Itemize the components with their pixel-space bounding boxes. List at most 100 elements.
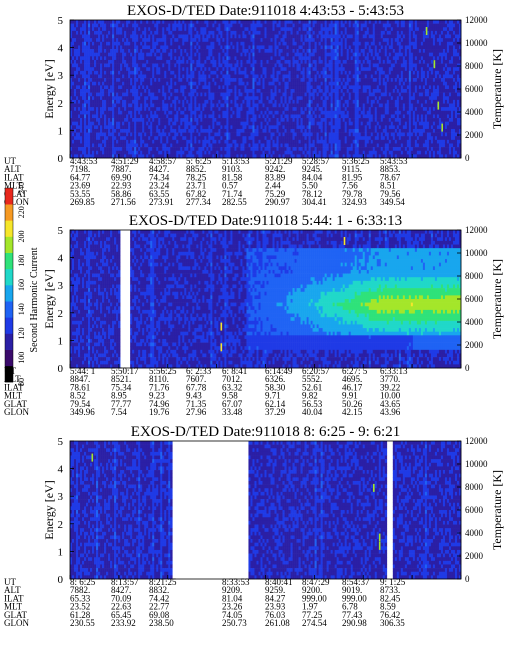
y2-tick-label: 12000 [465, 436, 488, 446]
table-cell: 76.03 [265, 610, 286, 620]
colorbar-segment [5, 317, 13, 334]
table-cell: 39.22 [380, 382, 400, 392]
table-cell: 23.93 [265, 602, 286, 612]
table-cell: 9115. [342, 164, 362, 174]
table-cell: 8.51 [380, 181, 396, 191]
table-row-label: ILAT [4, 593, 24, 603]
table-cell: 78.67 [380, 172, 401, 182]
table-cell: 56.53 [302, 399, 323, 409]
table-cell: 304.41 [302, 197, 327, 207]
table-cell: 4:43:53 [70, 156, 98, 166]
panel-title: EXOS-D/TED Date:911018 8: 6:25 - 9: 6:21 [131, 424, 400, 440]
bright-dot [220, 322, 223, 331]
table-row-label: ALT [4, 585, 21, 595]
y-tick-label: 0 [58, 363, 64, 375]
colorbar-frame [4, 187, 14, 383]
table-cell: 61.28 [70, 610, 91, 620]
y-tick-label: 4 [58, 253, 64, 265]
table-cell: 273.91 [149, 197, 174, 207]
table-cell: 5:13:53 [222, 156, 250, 166]
y-tick-label: 5 [58, 225, 64, 237]
colorbar-segment [5, 220, 13, 237]
y2-tick-label: 12000 [465, 15, 488, 25]
table-row-label: ILAT [4, 382, 24, 392]
table-cell: 8.95 [111, 391, 127, 401]
table-cell: 4695. [342, 374, 362, 384]
table-cell: 23.24 [149, 181, 170, 191]
table-cell: 8: 6:25 [70, 577, 96, 587]
table-cell: 6:14:49 [265, 366, 293, 376]
table-cell: 81.04 [222, 593, 243, 603]
orbit-table: UT 4:43:53 4:51:29 4:58:57 5: 6:25 5:13:53 5:2… [4, 156, 408, 207]
table-cell: 9245. [302, 164, 322, 174]
table-cell: 69.90 [111, 172, 132, 182]
table-cell: 43.96 [380, 407, 401, 417]
table-cell: 271.56 [111, 197, 136, 207]
y2-tick-label: 0 [465, 574, 470, 584]
colorbar-segment [5, 301, 13, 318]
y2-tick-label: 6000 [465, 294, 484, 304]
colorbar-segment [5, 204, 13, 221]
colorbar-segment [5, 365, 13, 383]
y2-tick-label: 4000 [465, 317, 484, 327]
table-cell: 67.82 [186, 189, 206, 199]
table-cell: 999.00 [302, 593, 327, 603]
table-cell: 77.43 [342, 610, 363, 620]
colorbar-tick-label: 220 [17, 206, 26, 218]
table-row-label: GLON [4, 197, 29, 207]
table-cell: 999.00 [342, 593, 367, 603]
table-cell: 84.04 [302, 172, 323, 182]
table-cell: 81.95 [342, 172, 363, 182]
table-cell: 5.50 [302, 181, 318, 191]
colorbar-label: Second Harmonic Current [29, 247, 40, 352]
table-cell: 349.54 [380, 197, 405, 207]
table-cell: 67.78 [186, 382, 207, 392]
table-row-label: MLT [4, 181, 23, 191]
table-cell: 75.34 [111, 382, 132, 392]
colorbar-segment [5, 236, 13, 253]
table-cell: 306.35 [380, 618, 405, 628]
table-cell: 8852. [186, 164, 206, 174]
table-row-label: UT [4, 156, 16, 166]
y-tick-label: 2 [58, 98, 64, 110]
table-cell: 53.55 [70, 189, 91, 199]
y2-tick-label: 8000 [465, 271, 484, 281]
table-cell: 8.59 [380, 602, 396, 612]
table-row-label: ILAT [4, 172, 24, 182]
table-cell: 52.61 [302, 382, 322, 392]
table-cell: 81.58 [222, 172, 243, 182]
colorbar-tick-label: 240 [17, 182, 26, 194]
colorbar: 80 100 120 140 160 180 200 220 240 Second Harmoni… [4, 182, 40, 386]
y-tick-label: 5 [58, 436, 64, 448]
y-tick-label: 3 [58, 280, 64, 292]
table-cell: 269.85 [70, 197, 95, 207]
table-cell: 9259. [265, 585, 285, 595]
table-cell: 7882. [70, 585, 90, 595]
table-cell: 5:21:29 [265, 156, 293, 166]
table-cell: 8427. [111, 585, 131, 595]
table-cell: 22.93 [111, 181, 132, 191]
table-cell: 79.54 [70, 399, 91, 409]
y2-tick-label: 8000 [465, 61, 484, 71]
table-cell: 5552. [302, 374, 322, 384]
table-cell: 22.77 [149, 602, 170, 612]
colorbar-tick-label: 180 [17, 255, 26, 267]
table-cell: 9209. [222, 585, 242, 595]
y2-tick-label: 2000 [465, 551, 484, 561]
table-cell: 79.56 [380, 189, 401, 199]
orbit-table: UT5:44: 15:50:175:56:256: 2:336: 8:416:1… [4, 366, 408, 417]
table-cell: 63.32 [222, 382, 242, 392]
y-tick-label: 1 [58, 335, 64, 347]
y2-tick-label: 2000 [465, 130, 484, 140]
table-cell: 23.71 [186, 181, 206, 191]
table-cell: 8733. [380, 585, 400, 595]
y-tick-label: 1 [58, 125, 64, 137]
table-cell: 277.34 [186, 197, 211, 207]
panel-title: EXOS-D/TED Date:911018 5:44: 1 - 6:33:13 [129, 213, 402, 229]
table-cell: 7887. [111, 164, 131, 174]
y-tick-label: 0 [58, 574, 64, 586]
y2-tick-label: 6000 [465, 505, 484, 515]
table-row-label: MLT [4, 602, 23, 612]
table-cell: 6: 8:41 [222, 366, 247, 376]
